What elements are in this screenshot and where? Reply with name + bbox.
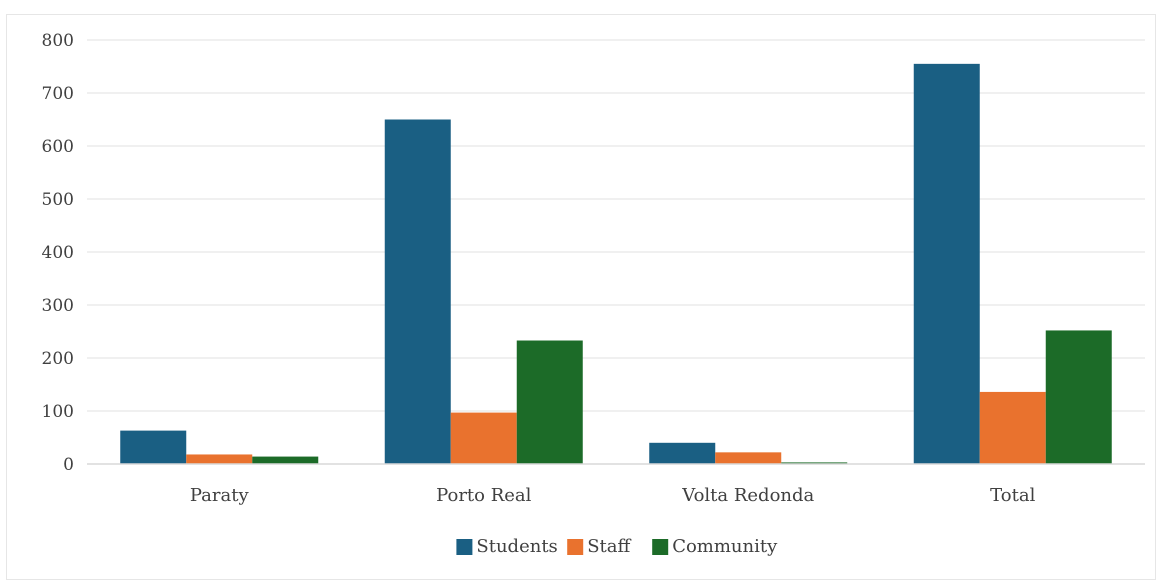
x-category-label: Volta Redonda (681, 485, 814, 506)
bar-students-paraty (120, 430, 187, 464)
y-axis-tick-labels: 0 100 200 300 400 500 600 700 800 (42, 31, 74, 475)
bar-staff-porto-real (450, 412, 517, 464)
bar-community-total (1045, 330, 1112, 464)
y-tick-label: 500 (42, 190, 74, 210)
x-axis-category-labels: Paraty Porto Real Volta Redonda Total (190, 485, 1036, 506)
legend-label-community: Community (672, 536, 778, 557)
legend-label-staff: Staff (587, 536, 631, 557)
bar-staff-paraty (186, 454, 253, 464)
bar-staff-volta-redonda (715, 452, 782, 464)
bar-students-volta-redonda (649, 442, 716, 464)
legend-swatch-community (652, 539, 669, 555)
bar-community-porto-real (516, 340, 583, 464)
bar-staff-total (979, 391, 1046, 464)
x-category-label: Porto Real (436, 485, 532, 506)
y-tick-label: 600 (42, 137, 74, 157)
legend-label-students: Students (476, 536, 557, 557)
y-tick-label: 800 (42, 31, 74, 51)
legend-swatch-staff (567, 539, 584, 555)
y-tick-label: 100 (42, 402, 74, 422)
x-category-label: Paraty (190, 485, 250, 506)
y-tick-label: 200 (42, 349, 74, 369)
y-tick-label: 400 (42, 243, 74, 263)
y-tick-label: 300 (42, 296, 74, 316)
bar-community-paraty (252, 456, 319, 464)
bars (120, 63, 1112, 464)
legend-swatch-students (456, 539, 473, 555)
y-tick-label: 0 (63, 455, 74, 475)
bar-students-total (913, 63, 980, 464)
y-tick-label: 700 (42, 84, 74, 104)
bar-community-volta-redonda (781, 462, 848, 464)
x-category-label: Total (990, 485, 1035, 506)
gridlines (87, 39, 1145, 412)
legend: Students Staff Community (456, 536, 778, 557)
bar-students-porto-real (384, 119, 451, 464)
